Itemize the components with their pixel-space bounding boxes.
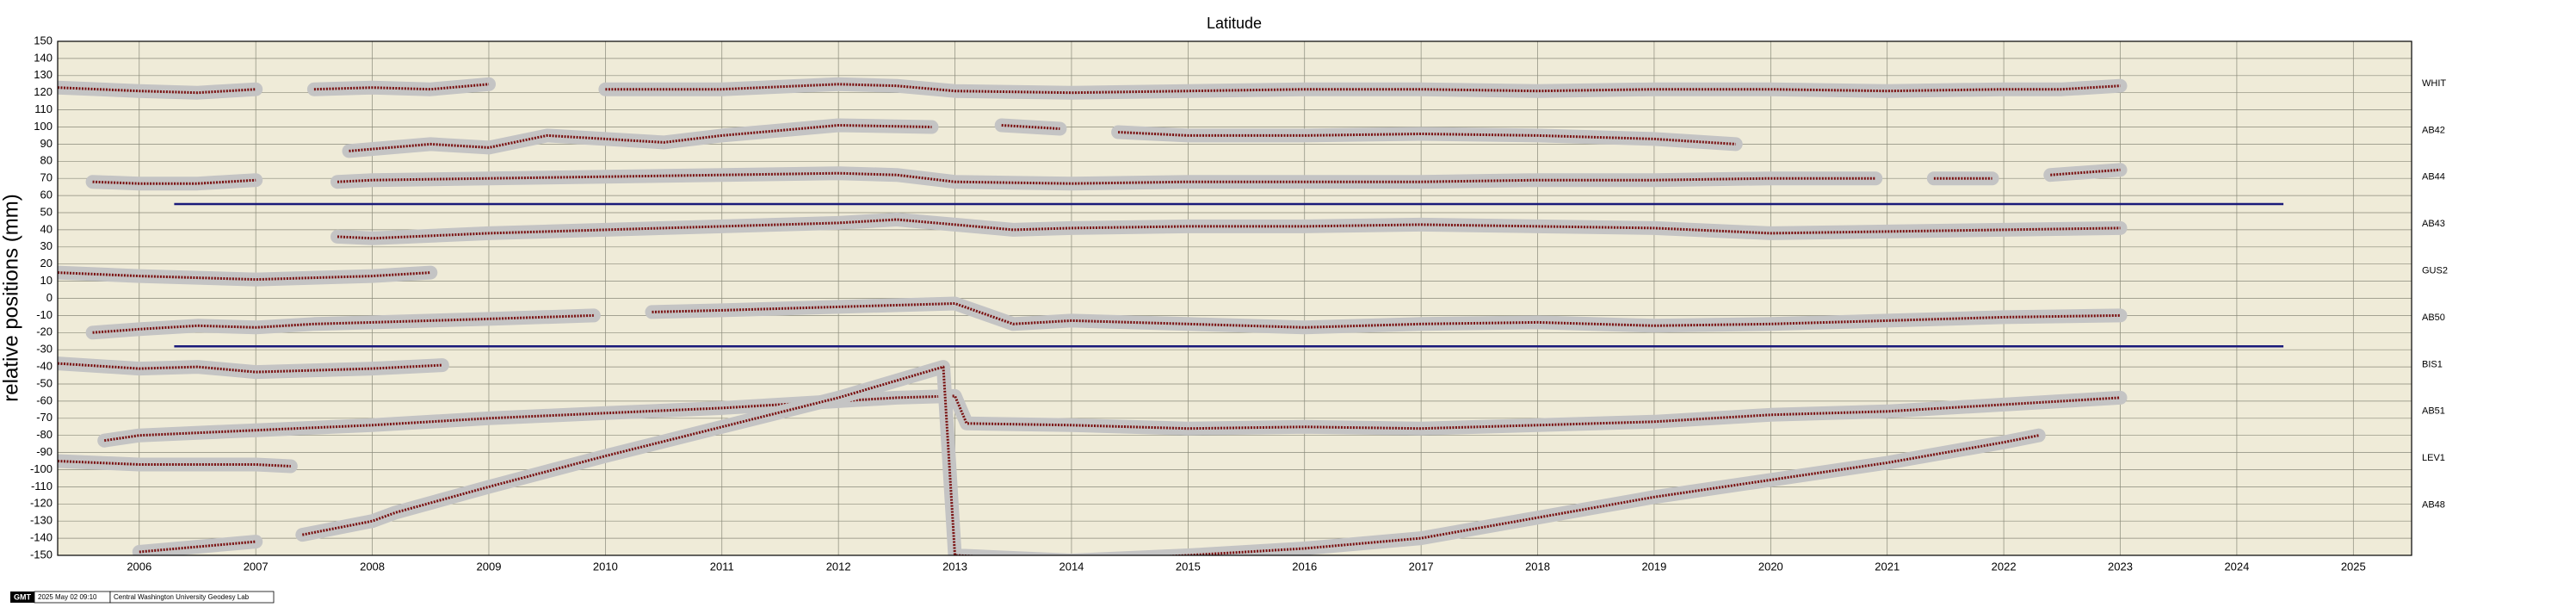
y-tick-label: 150 [34, 34, 53, 46]
x-tick-label: 2006 [127, 560, 151, 573]
y-axis-label: relative positions (mm) [0, 194, 22, 401]
y-tick-label: 0 [46, 291, 53, 304]
series-line [58, 83, 2121, 95]
x-tick-label: 2025 [2341, 560, 2366, 573]
y-tick-label: 110 [34, 102, 53, 115]
station-label: AB43 [2422, 219, 2445, 229]
data-layer [58, 77, 2284, 561]
y-tick-label: 20 [40, 257, 53, 269]
y-tick-label: 10 [40, 274, 53, 287]
x-tick-label: 2016 [1292, 560, 1317, 573]
y-tick-label: 30 [40, 239, 53, 252]
y-tick-label: 130 [34, 68, 53, 81]
x-tick-label: 2015 [1176, 560, 1201, 573]
station-label: AB42 [2422, 125, 2445, 135]
y-tick-label: -110 [31, 480, 53, 492]
y-tick-label: -60 [36, 393, 53, 406]
y-tick-label: -30 [36, 343, 53, 356]
series-line [92, 302, 2121, 334]
y-tick-label: -10 [36, 308, 53, 321]
timestamp: 2025 May 02 09:10 [38, 593, 97, 601]
x-tick-label: 2008 [360, 560, 385, 573]
y-tick-label: -150 [30, 548, 53, 561]
series-line [103, 394, 2121, 443]
logo-box [10, 592, 34, 603]
y-tick-label: 90 [40, 137, 53, 150]
x-tick-label: 2011 [710, 560, 734, 573]
x-tick-label: 2024 [2224, 560, 2249, 573]
y-tick-label: -100 [30, 462, 53, 475]
x-tick-label: 2009 [477, 560, 502, 573]
station-label: AB44 [2422, 172, 2445, 183]
x-tick-label: 2019 [1641, 560, 1666, 573]
credit: Central Washington University Geodesy La… [114, 593, 250, 601]
x-tick-label: 2021 [1875, 560, 1900, 573]
series-line [58, 362, 442, 374]
uncertainty-band [58, 454, 298, 474]
x-tick-label: 2012 [826, 560, 851, 573]
y-tick-label: 40 [40, 222, 53, 235]
y-tick-label: -140 [30, 531, 53, 544]
y-tick-label: 70 [40, 171, 53, 184]
x-tick-label: 2023 [2108, 560, 2133, 573]
series-line [349, 124, 1736, 152]
y-tick-label: -90 [36, 445, 53, 458]
y-tick-label: -20 [36, 325, 53, 338]
y-tick-label: 120 [34, 85, 53, 98]
y-tick-label: -70 [36, 411, 53, 424]
chart-title: Latitude [1207, 15, 1262, 32]
x-tick-label: 2014 [1059, 560, 1084, 573]
series-line [58, 271, 431, 282]
x-tick-label: 2007 [244, 560, 269, 573]
y-tick-label: 50 [40, 205, 53, 218]
y-tick-label: 80 [40, 154, 53, 167]
y-tick-label: 140 [34, 51, 53, 64]
x-tick-label: 2022 [1992, 560, 2017, 573]
series-line [337, 218, 2121, 240]
x-tick-label: 2020 [1758, 560, 1783, 573]
station-label: AB48 [2422, 500, 2445, 511]
plot-frame [57, 40, 2412, 556]
y-tick-label: -130 [30, 514, 53, 527]
y-tick-label: -40 [36, 360, 53, 373]
logo: GMT [14, 592, 31, 601]
y-tick-label: -50 [36, 376, 53, 389]
station-label: BIS1 [2422, 359, 2443, 369]
x-tick-label: 2010 [593, 560, 618, 573]
series-line [92, 168, 2121, 185]
y-tick-label: -80 [36, 428, 53, 441]
x-tick-label: 2013 [942, 560, 967, 573]
series-line [58, 460, 291, 468]
x-tick-label: 2018 [1525, 560, 1550, 573]
y-tick-label: 60 [40, 189, 53, 201]
station-label: GUS2 [2422, 266, 2448, 276]
station-label: LEV1 [2422, 453, 2445, 463]
station-label: WHIT [2422, 78, 2446, 89]
y-tick-label: -120 [30, 497, 53, 510]
station-label: AB51 [2422, 406, 2445, 417]
station-label: AB50 [2422, 313, 2445, 323]
y-tick-label: 100 [34, 120, 53, 133]
x-tick-label: 2017 [1409, 560, 1434, 573]
credit-box [109, 591, 275, 604]
